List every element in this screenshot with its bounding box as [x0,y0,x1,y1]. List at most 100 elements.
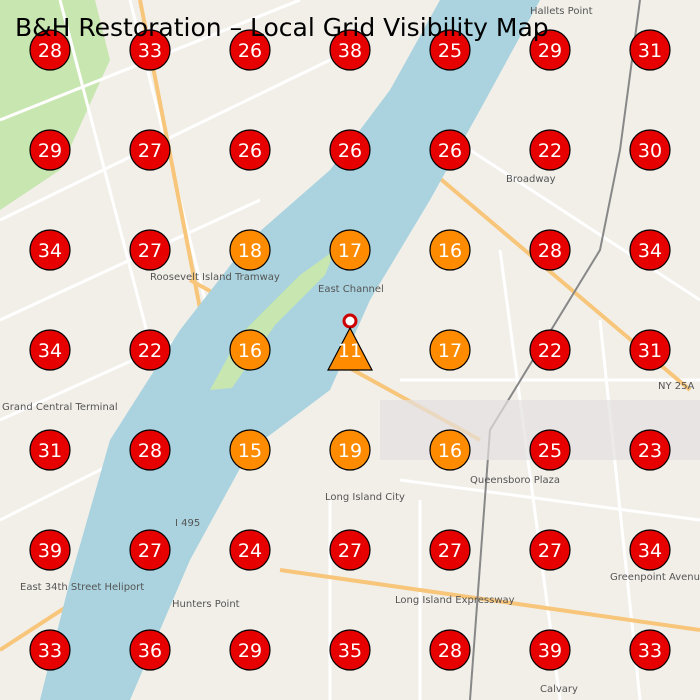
grid-marker [429,229,471,271]
grid-value: 27 [338,540,362,562]
river [40,0,540,700]
grid-value: 17 [338,240,362,262]
grid-marker [529,29,571,71]
grid-value: 39 [538,640,562,662]
grid-value: 34 [638,240,662,262]
map-label: Broadway [506,174,556,185]
grid-marker [629,429,671,471]
map-label: Hunters Point [172,599,240,610]
grid-marker [129,129,171,171]
map-label: Long Island Expressway [395,595,515,606]
map-label: Grand Central Terminal [2,402,118,413]
grid-marker [329,229,371,271]
grid-value: 23 [638,440,662,462]
grid-value: 27 [438,540,462,562]
grid-value: 33 [38,640,62,662]
grid-marker [629,329,671,371]
grid-value: 27 [138,240,162,262]
grid-marker [529,129,571,171]
grid-value: 34 [38,340,62,362]
grid-marker [129,529,171,571]
grid-marker [29,529,71,571]
grid-value: 34 [638,540,662,562]
grid-marker [229,529,271,571]
map-label: Hallets Point [530,6,593,17]
grid-marker [429,129,471,171]
grid-value: 28 [438,640,462,662]
map-label: East 34th Street Heliport [20,582,144,593]
grid-value: 34 [38,240,62,262]
grid-marker [529,529,571,571]
grid-marker [229,429,271,471]
grid-value: 30 [638,140,662,162]
map-label: Long Island City [325,492,405,503]
grid-marker [29,429,71,471]
grid-value: 29 [38,140,62,162]
grid-marker [429,329,471,371]
grid-marker [429,629,471,671]
grid-value: 26 [438,140,462,162]
grid-marker [529,329,571,371]
grid-value: 25 [538,440,562,462]
park [0,0,110,210]
grid-marker [229,629,271,671]
map-label: NY 25A [658,381,694,392]
grid-value: 26 [238,140,262,162]
grid-value: 22 [138,340,162,362]
grid-marker [229,129,271,171]
grid-value: 31 [38,440,62,462]
grid-value: 26 [238,40,262,62]
grid-value: 22 [538,140,562,162]
rail [469,0,641,700]
grid-value: 18 [238,240,262,262]
grid-marker [29,629,71,671]
grid-value: 29 [538,40,562,62]
grid-value: 16 [438,440,462,462]
map-label: Roosevelt Island Tramway [150,272,280,283]
grid-marker [29,329,71,371]
grid-value: 22 [538,340,562,362]
grid-marker [129,29,171,71]
map-label: I 495 [175,518,200,529]
grid-marker [629,629,671,671]
grid-value: 35 [338,640,362,662]
grid-marker [129,229,171,271]
grid-marker [129,429,171,471]
grid-value: 28 [38,40,62,62]
grid-marker [329,129,371,171]
grid-value: 27 [138,540,162,562]
grid-marker [529,229,571,271]
grid-value: 39 [38,540,62,562]
grid-value: 28 [138,440,162,462]
grid-value: 15 [238,440,262,462]
grid-marker [29,229,71,271]
grid-marker [229,329,271,371]
map-label: East Channel [318,284,384,295]
grid-value: 25 [438,40,462,62]
grid-marker [629,529,671,571]
grid-marker [29,29,71,71]
grid-marker [329,529,371,571]
grid-value: 33 [638,640,662,662]
grid-marker [129,629,171,671]
grid-value: 27 [138,140,162,162]
grid-value: 11 [338,340,362,362]
grid-value: 24 [238,540,262,562]
grid-marker [529,429,571,471]
grid-marker [629,29,671,71]
grid-value: 31 [638,340,662,362]
grid-marker [229,229,271,271]
grid-marker [429,429,471,471]
grid-marker [327,326,373,371]
grid-marker [629,229,671,271]
grid-value: 19 [338,440,362,462]
grid-marker [329,629,371,671]
map-label: Queensboro Plaza [470,475,560,486]
grid-marker [29,129,71,171]
grid-value: 33 [138,40,162,62]
grid-value: 36 [138,640,162,662]
grid-marker [329,429,371,471]
grid-marker [529,629,571,671]
grid-value: 28 [538,240,562,262]
